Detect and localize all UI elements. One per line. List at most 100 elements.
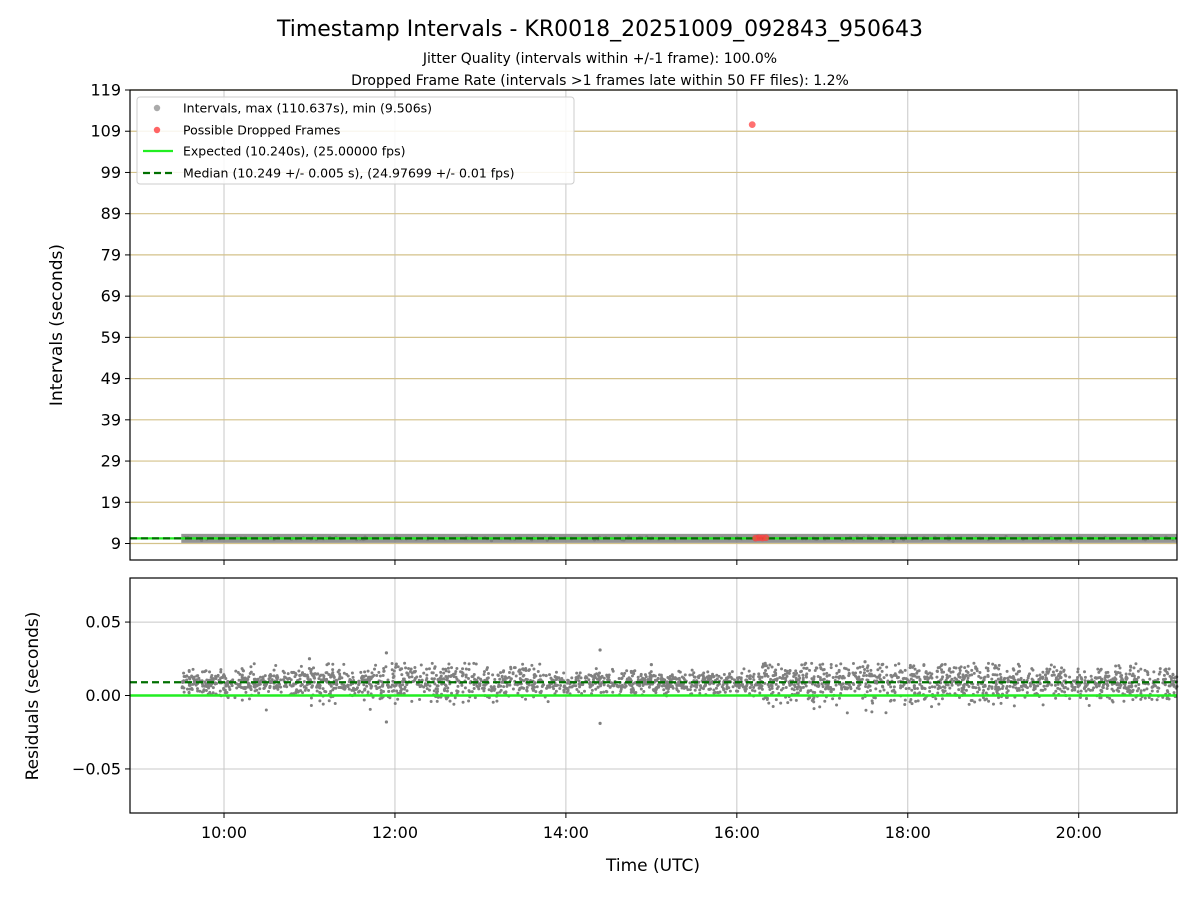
residual-point — [688, 673, 692, 677]
residual-point — [1016, 670, 1020, 674]
residual-point — [771, 704, 775, 708]
residual-point — [527, 668, 531, 672]
residual-point — [918, 682, 922, 686]
residual-point — [538, 662, 542, 666]
residual-outlier-point — [384, 720, 389, 724]
residual-point — [407, 675, 411, 679]
residual-point — [284, 682, 288, 686]
residual-point — [276, 687, 280, 691]
residual-point — [972, 671, 976, 675]
residual-point — [1166, 672, 1170, 676]
residual-point — [688, 688, 692, 692]
residual-point — [261, 676, 265, 680]
residual-point — [730, 670, 734, 674]
residual-point — [400, 687, 404, 691]
residual-point — [443, 683, 447, 687]
residual-point — [799, 670, 803, 674]
residual-point — [952, 679, 956, 683]
residual-point — [210, 673, 214, 677]
residual-point — [622, 674, 626, 678]
residual-point — [351, 686, 355, 690]
residual-point — [1043, 673, 1047, 677]
legend-expected-label: Expected (10.240s), (25.00000 fps) — [183, 144, 405, 159]
x-tick-label: 20:00 — [1056, 823, 1102, 842]
residual-point — [575, 688, 579, 692]
residual-point — [675, 677, 679, 681]
residual-point — [459, 670, 463, 674]
residual-point — [1061, 684, 1065, 688]
residual-point — [513, 682, 517, 686]
residual-point — [1080, 677, 1084, 681]
residual-point — [541, 673, 545, 677]
residual-point — [809, 688, 813, 692]
residual-point — [1005, 684, 1009, 688]
residual-point — [310, 684, 314, 688]
residual-point — [875, 681, 879, 685]
residual-point — [512, 666, 516, 670]
residual-point — [208, 670, 212, 674]
residual-point — [922, 663, 926, 667]
residual-point — [1033, 687, 1037, 691]
residual-point — [350, 671, 354, 675]
residual-point — [1070, 688, 1074, 692]
residual-point — [241, 686, 245, 690]
residual-point — [281, 669, 285, 673]
residual-point — [929, 674, 933, 678]
residual-point — [780, 667, 784, 671]
legend-intervals-label: Intervals, max (110.637s), min (9.506s) — [183, 101, 432, 116]
residual-point — [844, 686, 848, 690]
residual-point — [575, 671, 579, 675]
residual-point — [1165, 689, 1169, 693]
residual-point — [776, 685, 780, 689]
residual-point — [638, 682, 642, 686]
residual-point — [882, 676, 886, 680]
residual-point — [728, 672, 732, 676]
residual-point — [553, 675, 557, 679]
residual-point — [611, 683, 615, 687]
residual-point — [195, 674, 199, 678]
residual-point — [1150, 697, 1154, 701]
residual-point — [467, 676, 471, 680]
residual-point — [997, 667, 1001, 671]
residual-point — [1099, 667, 1103, 671]
residual-point — [327, 662, 331, 666]
residual-point — [297, 689, 301, 693]
residual-point — [690, 668, 694, 672]
residual-point — [605, 673, 609, 677]
residual-point — [702, 671, 706, 675]
residual-point — [1022, 683, 1026, 687]
residual-point — [382, 669, 386, 673]
residual-point — [916, 699, 920, 703]
residual-point — [958, 671, 962, 675]
residual-point — [398, 668, 402, 672]
residual-point — [666, 690, 670, 694]
residual-point — [943, 662, 947, 666]
residual-point — [323, 689, 327, 693]
residual-point — [632, 672, 636, 676]
residual-point — [1054, 676, 1058, 680]
residual-point — [909, 698, 913, 702]
residual-point — [404, 666, 408, 670]
residual-point — [994, 681, 998, 685]
residual-point — [834, 664, 838, 668]
residual-point — [605, 690, 609, 694]
residual-point — [450, 673, 454, 677]
residual-point — [1083, 670, 1087, 674]
residual-point — [231, 678, 235, 682]
residual-point — [500, 680, 504, 684]
residual-point — [205, 678, 209, 682]
residual-point — [1113, 670, 1117, 674]
residual-point — [903, 703, 907, 707]
residual-point — [1171, 673, 1175, 677]
residual-point — [620, 677, 624, 681]
residual-point — [482, 673, 486, 677]
residual-point — [752, 686, 756, 690]
residual-point — [1127, 681, 1131, 685]
residual-point — [611, 690, 615, 694]
residual-point — [1150, 685, 1154, 689]
residual-point — [984, 697, 988, 701]
residual-point — [274, 664, 278, 668]
residual-point — [698, 688, 702, 692]
residual-point — [962, 685, 966, 689]
